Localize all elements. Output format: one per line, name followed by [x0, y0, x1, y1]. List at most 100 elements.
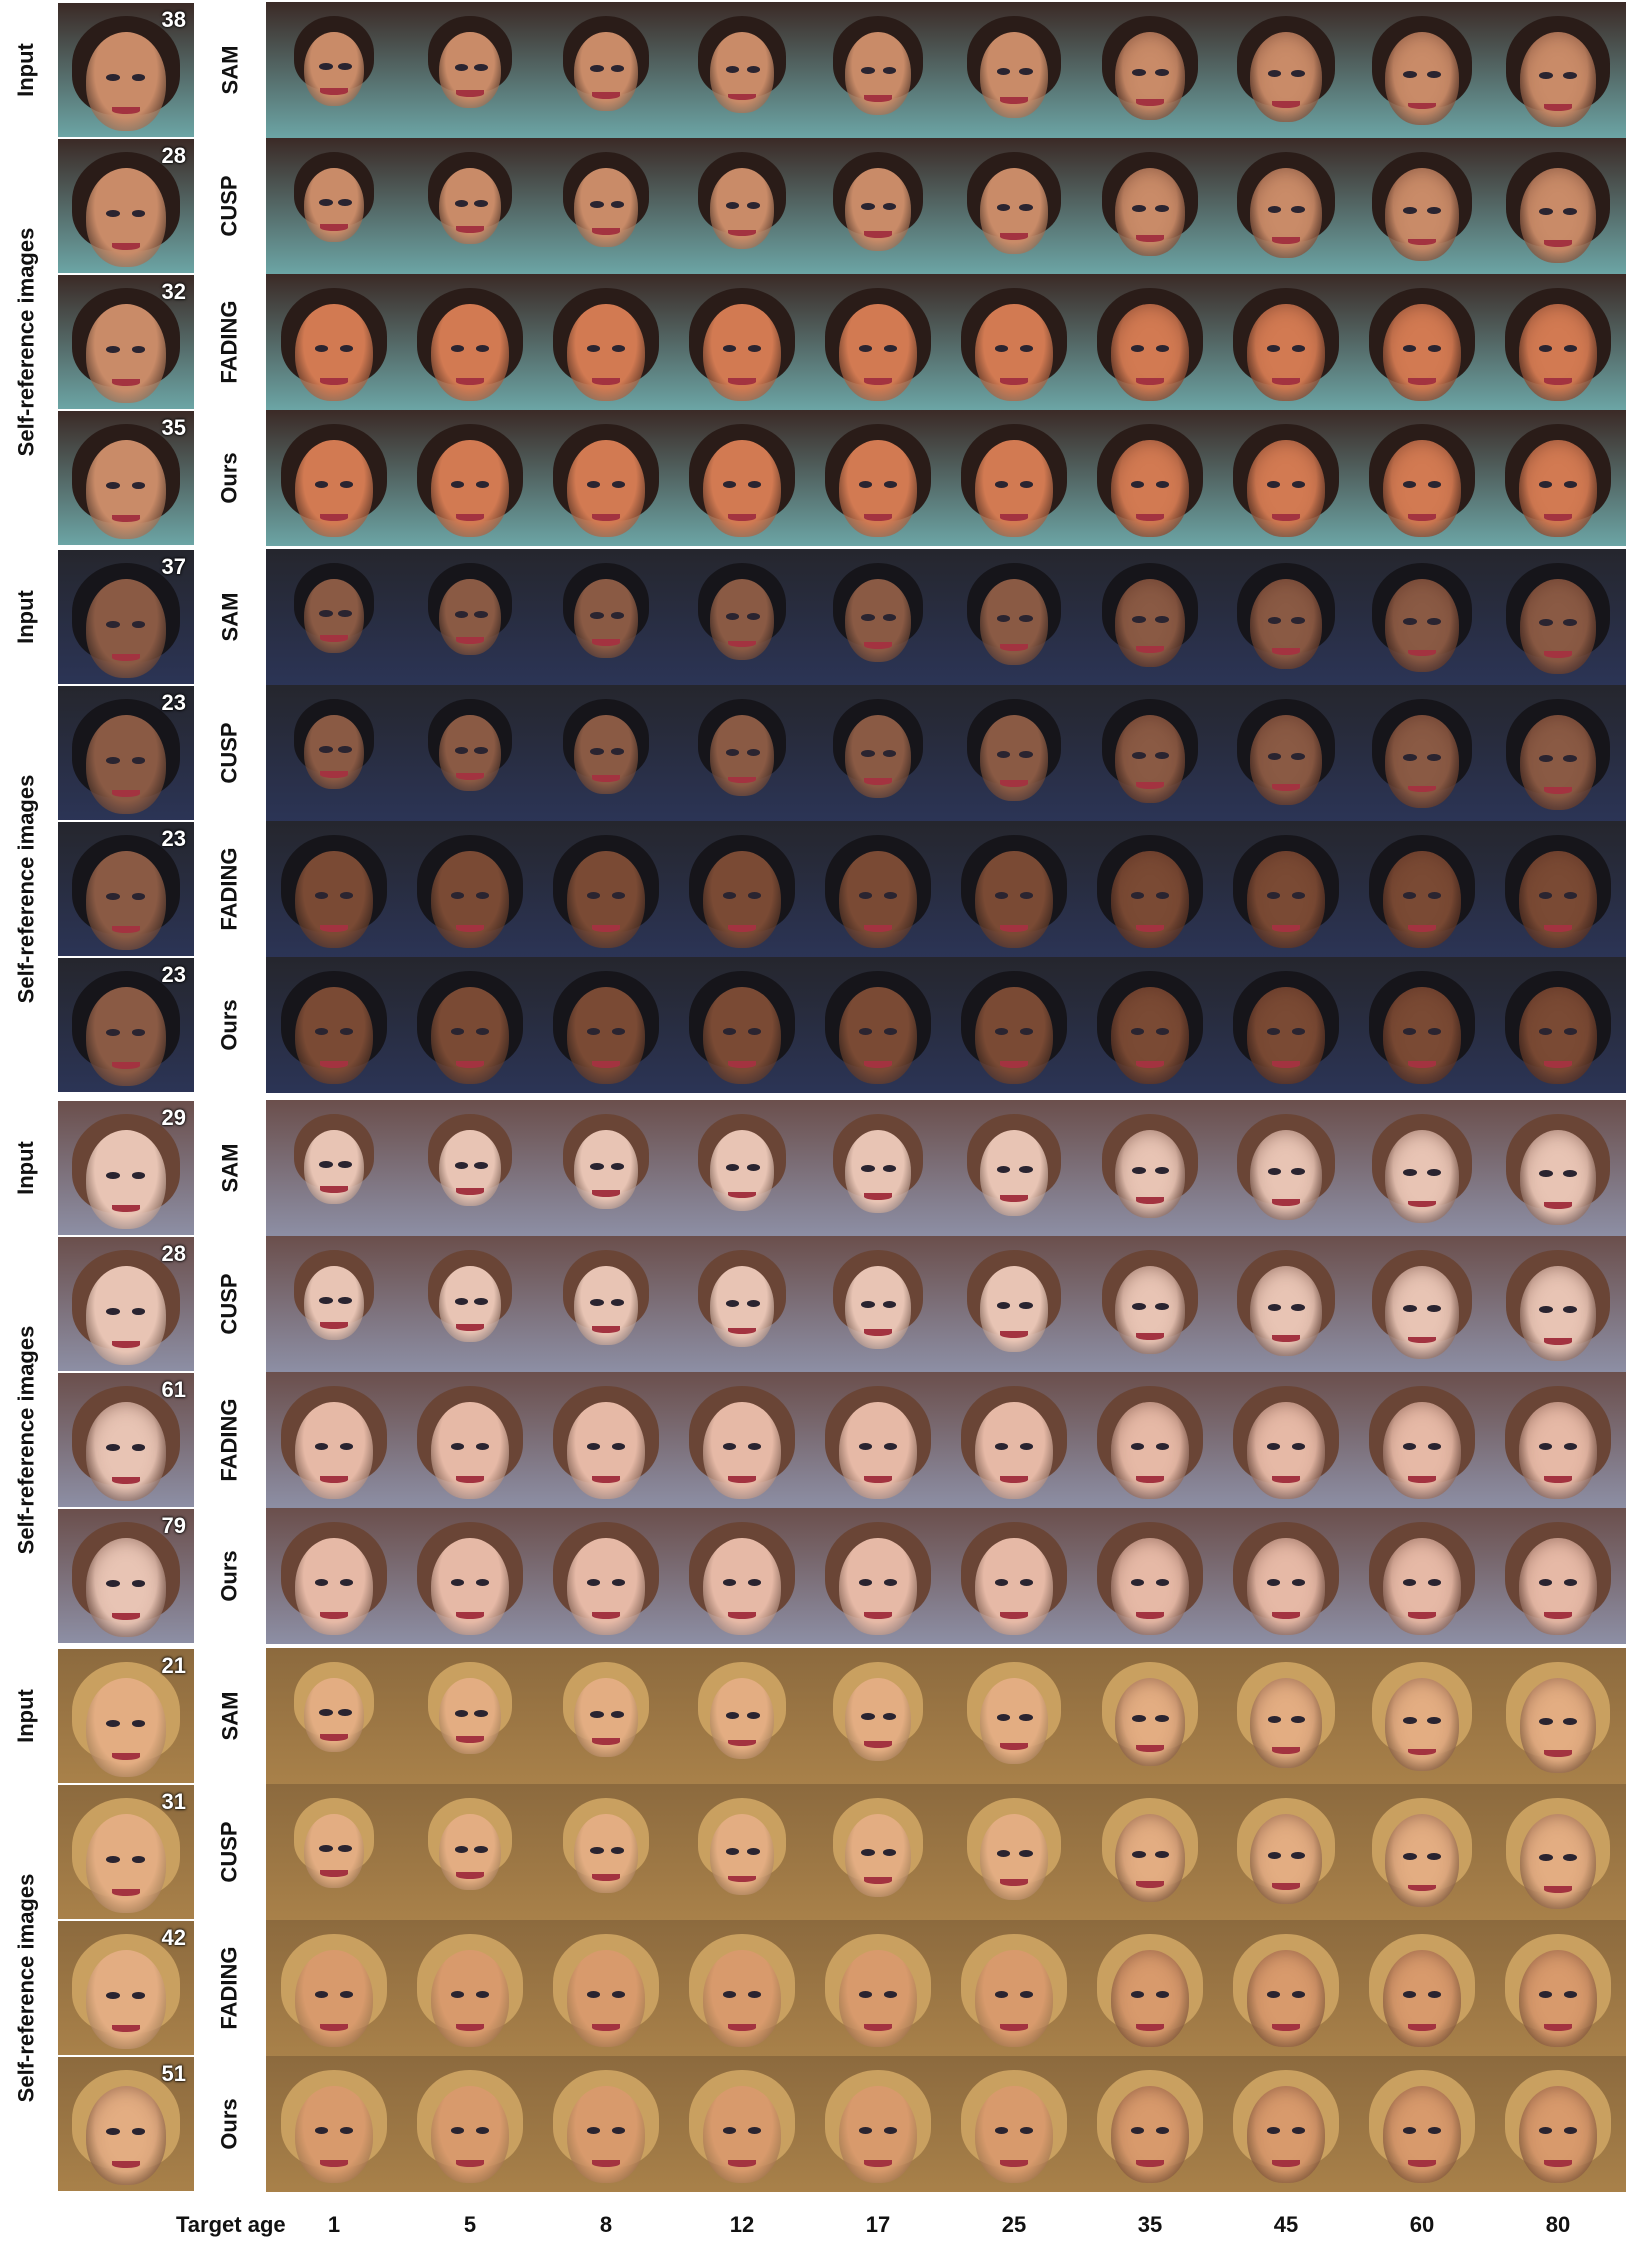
face-shape: [1383, 439, 1461, 537]
method-label-fading: FADING: [208, 274, 252, 410]
result-cell: [266, 1372, 402, 1508]
face-shape: [1384, 578, 1460, 672]
eye-left: [450, 480, 465, 488]
mouth: [592, 1189, 620, 1197]
mouth: [1136, 1880, 1164, 1888]
result-cell: [810, 2056, 946, 2192]
eye-right: [1019, 1578, 1034, 1586]
eye-left: [319, 1845, 333, 1852]
self-reference-label-text: Self-reference images: [13, 1873, 39, 2103]
result-cell: [1354, 410, 1490, 546]
eye-right: [1018, 750, 1033, 758]
mouth: [456, 1324, 484, 1331]
face-shape: [574, 1677, 638, 1757]
result-cell: [402, 1100, 538, 1236]
eye-left: [590, 1847, 604, 1854]
result-cell: [402, 138, 538, 274]
result-cell: [1082, 2056, 1218, 2192]
mouth: [1000, 2159, 1028, 2167]
method-label-fading: FADING: [208, 1372, 252, 1508]
face-shape: [1383, 850, 1461, 948]
result-cell: [674, 821, 810, 957]
age-badge: 23: [161, 690, 186, 715]
self-reference-image: 28: [58, 1237, 194, 1371]
result-cell: [1490, 138, 1626, 274]
eye-right: [1563, 207, 1578, 215]
result-cell: [946, 685, 1082, 821]
eye-left: [590, 748, 604, 755]
mouth: [1000, 1879, 1028, 1886]
eye-left: [1402, 1027, 1417, 1035]
mouth: [592, 1475, 620, 1483]
eye-left: [1403, 70, 1418, 78]
eye-right: [1291, 616, 1305, 624]
result-cell: [946, 1648, 1082, 1784]
face-shape: [975, 439, 1053, 537]
eye-left: [319, 746, 333, 753]
eye-right: [474, 747, 488, 754]
result-cell: [266, 1508, 402, 1644]
face-shape: [979, 714, 1049, 801]
eye-right: [1291, 1303, 1305, 1311]
eye-right: [1155, 344, 1170, 352]
eye-left: [1266, 1578, 1281, 1586]
eye-right: [131, 345, 146, 353]
eye-left: [106, 2127, 120, 2135]
result-cell: [538, 957, 674, 1093]
result-cell: [1218, 2056, 1354, 2192]
eye-left: [1130, 344, 1145, 352]
mouth: [1272, 1060, 1300, 1068]
face-shape: [1519, 31, 1597, 128]
face-shape: [709, 1265, 775, 1348]
eye-left: [1266, 2126, 1281, 2134]
mouth: [728, 2023, 756, 2031]
result-cell: [538, 274, 674, 410]
eye-right: [747, 1027, 762, 1035]
eye-right: [1019, 1990, 1034, 1998]
result-cell: [946, 1784, 1082, 1920]
eye-right: [338, 63, 352, 70]
mouth: [1136, 924, 1164, 932]
eye-left: [1267, 205, 1282, 213]
eye-right: [475, 344, 490, 352]
input-image: 37: [58, 550, 194, 684]
mouth: [1136, 377, 1164, 385]
mouth: [112, 2161, 140, 2169]
eye-right: [1427, 2126, 1442, 2134]
eye-left: [1130, 2126, 1145, 2134]
face-shape: [839, 439, 917, 537]
mouth: [592, 377, 620, 385]
target-age-tick: 17: [865, 2212, 891, 2237]
result-cell: [402, 410, 538, 546]
eye-left: [1538, 2126, 1553, 2134]
eye-right: [1291, 2126, 1306, 2134]
mouth: [592, 513, 620, 521]
face-shape: [839, 986, 917, 1084]
result-cell: [810, 821, 946, 957]
mouth: [864, 1741, 892, 1749]
eye-right: [1018, 1713, 1033, 1721]
face-shape: [86, 1678, 166, 1777]
target-age-tick: 5: [463, 2212, 477, 2237]
mouth: [864, 924, 892, 932]
face-shape: [979, 1265, 1049, 1352]
eye-left: [106, 1171, 120, 1179]
eye-right: [1291, 891, 1306, 899]
eye-right: [883, 2126, 898, 2134]
result-cell: [402, 2056, 538, 2192]
mouth: [320, 1060, 348, 1068]
eye-left: [450, 1442, 465, 1450]
result-cell: [402, 549, 538, 685]
eye-right: [475, 1442, 490, 1450]
eye-right: [882, 614, 897, 621]
eye-right: [1291, 205, 1305, 213]
eye-left: [722, 1990, 737, 1998]
eye-right: [746, 202, 761, 209]
face-shape: [844, 1265, 912, 1350]
face-shape: [979, 167, 1049, 254]
eye-right: [883, 480, 898, 488]
result-cell: [538, 1920, 674, 2056]
result-cell: [946, 138, 1082, 274]
eye-right: [1291, 1442, 1306, 1450]
result-cell: [1218, 1508, 1354, 1644]
